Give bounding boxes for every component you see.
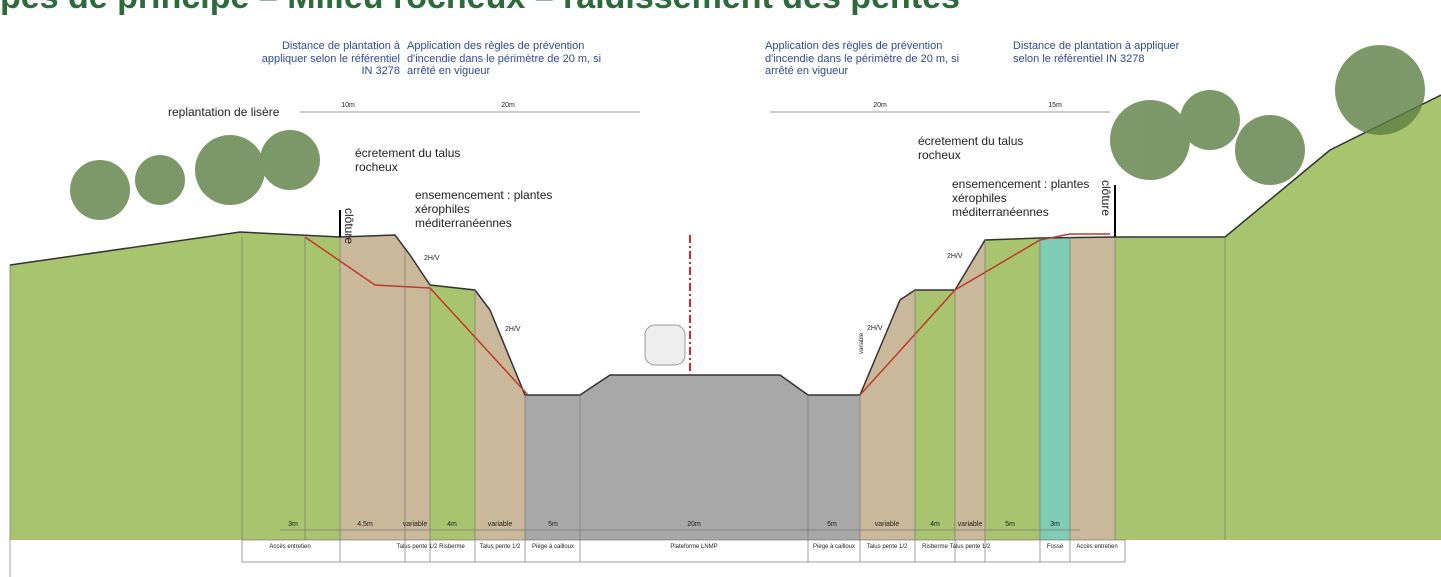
section-label: Accès entretien: [1067, 544, 1127, 551]
annotation: ensemencement : plantes xérophiles médit…: [952, 178, 1092, 219]
annotation: variable: [859, 333, 866, 354]
annotation: écretement du talus rocheux: [918, 135, 1028, 163]
section-label: Plateforme LNMP: [664, 544, 724, 551]
annotation: clôture: [1098, 180, 1112, 216]
section-label: Talus pente 1/2: [940, 544, 1000, 551]
annotation: écretement du talus rocheux: [355, 147, 465, 175]
note: Distance de plantation à appliquer selon…: [255, 40, 400, 78]
note: Application des règles de prévention d'i…: [407, 40, 622, 78]
dimension: 5m: [523, 521, 583, 529]
section-label: Accès entretien: [260, 544, 320, 551]
annotation: replantation de lisère: [168, 106, 279, 120]
annotation: clôture: [341, 208, 355, 244]
page: pes de principe – Milieu rocheux – raidi…: [0, 0, 1441, 577]
title: pes de principe – Milieu rocheux – raidi…: [0, 0, 960, 17]
dimension: 20m: [850, 102, 910, 110]
dimension: 20m: [664, 521, 724, 529]
dimension: 15m: [1025, 102, 1085, 110]
annotation: 2H/V: [867, 325, 883, 333]
section-label: Piège à cailloux: [804, 544, 864, 551]
annotation: 2H/V: [424, 255, 440, 263]
section-label: Talus pente 1/2: [470, 544, 530, 551]
dimension: 20m: [478, 102, 538, 110]
note: Application des règles de prévention d'i…: [765, 40, 990, 78]
dimension: 3m: [263, 521, 323, 529]
dimension: 10m: [318, 102, 378, 110]
dimension: 5m: [802, 521, 862, 529]
dimension: variable: [470, 521, 530, 529]
annotation: 2H/V: [505, 326, 521, 334]
annotation: ensemencement : plantes xérophiles médit…: [415, 189, 555, 230]
cross-section: [0, 0, 1441, 577]
note: Distance de plantation à appliquer selon…: [1013, 40, 1188, 65]
dimension: 3m: [1025, 521, 1085, 529]
annotation: 2H/V: [947, 253, 963, 261]
section-label: Piège à cailloux: [523, 544, 583, 551]
